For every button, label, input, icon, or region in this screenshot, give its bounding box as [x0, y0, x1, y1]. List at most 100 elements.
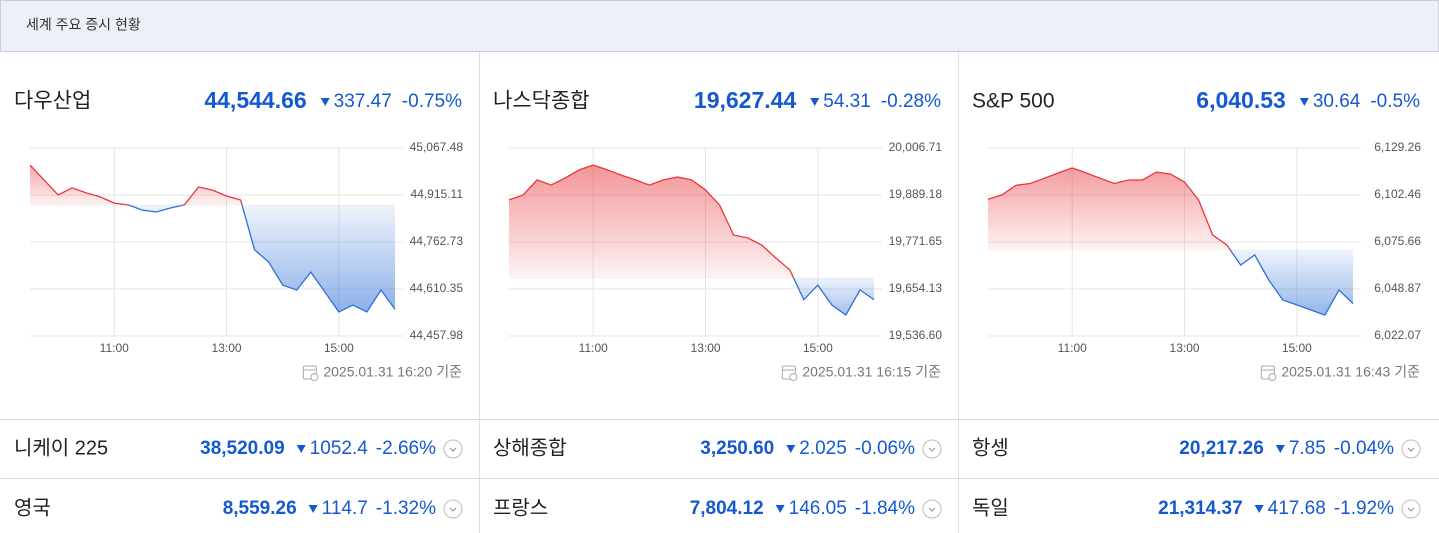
down-arrow — [810, 97, 820, 107]
y-tick-label: 6,102.46 — [1374, 187, 1421, 201]
expand-button[interactable] — [1401, 439, 1421, 459]
expand-chevron — [449, 447, 457, 452]
change: 146.05 — [789, 498, 847, 519]
index-value: 19,627.44 — [694, 87, 797, 113]
x-tick-label: 13:00 — [691, 341, 721, 355]
expand-button[interactable] — [443, 439, 463, 459]
change-percent: -1.84% — [855, 498, 915, 519]
change-percent: -0.06% — [855, 438, 915, 459]
y-tick-label: 44,915.11 — [411, 187, 464, 201]
index-value: 6,040.53 — [1196, 87, 1286, 113]
index-name: 다우산업 — [14, 90, 91, 113]
expand-chevron — [1407, 447, 1415, 452]
calendar-icon — [302, 365, 317, 380]
area-up — [988, 167, 1231, 250]
header-bar — [0, 0, 1439, 52]
calendar-icon — [781, 365, 796, 380]
down-arrow — [308, 504, 318, 514]
change-percent: -2.66% — [376, 438, 436, 459]
line-up — [508, 164, 795, 278]
x-tick-label: 15:00 — [803, 341, 833, 355]
line-down — [125, 205, 396, 313]
change: 417.68 — [1268, 498, 1326, 519]
y-tick-label: 45,067.48 — [410, 140, 464, 154]
line-up — [987, 167, 1231, 250]
change-percent: -0.28% — [881, 91, 941, 112]
expand-chevron — [449, 507, 457, 512]
change: 2.025 — [799, 438, 847, 459]
area-down — [509, 277, 874, 315]
timestamp: 2025.01.31 16:20 기준 — [323, 364, 462, 380]
change: 7.85 — [1289, 438, 1326, 459]
down-arrow — [775, 504, 785, 514]
y-tick-label: 44,610.35 — [410, 281, 464, 295]
timestamp: 2025.01.31 16:15 기준 — [802, 364, 941, 380]
area-down — [129, 205, 395, 312]
x-tick-label: 15:00 — [1282, 341, 1312, 355]
index-name: 니케이 225 — [14, 436, 108, 459]
calendar-icon — [1260, 365, 1275, 380]
expand-button[interactable] — [922, 439, 942, 459]
calendar-icon — [1268, 373, 1277, 381]
change-percent: -0.5% — [1370, 91, 1420, 112]
down-arrow — [786, 444, 796, 454]
index-value: 44,544.66 — [204, 87, 306, 113]
index-value: 20,217.26 — [1179, 438, 1264, 459]
index-value: 38,520.09 — [200, 438, 285, 459]
change: 1052.4 — [310, 438, 369, 459]
line-down — [792, 277, 875, 316]
timestamp: 2025.01.31 16:43 기준 — [1281, 364, 1420, 380]
index-value: 3,250.60 — [700, 438, 774, 459]
y-tick-label: 19,654.13 — [889, 281, 943, 295]
change: 54.31 — [823, 91, 871, 112]
y-tick-label: 44,762.73 — [410, 234, 464, 248]
y-tick-label: 19,889.18 — [889, 187, 943, 201]
x-tick-label: 11:00 — [1058, 341, 1087, 355]
index-name: S&P 500 — [972, 90, 1055, 113]
index-name: 항셍 — [972, 436, 1009, 459]
change: 114.7 — [322, 498, 368, 519]
x-tick-label: 13:00 — [212, 341, 242, 355]
y-tick-label: 6,022.07 — [1374, 328, 1421, 342]
area-up — [509, 165, 794, 278]
down-arrow — [1275, 444, 1285, 454]
down-arrow — [320, 97, 330, 107]
index-value: 7,804.12 — [690, 498, 764, 519]
x-tick-label: 11:00 — [100, 341, 129, 355]
line-up — [29, 164, 243, 206]
index-value: 8,559.26 — [223, 498, 297, 519]
change-percent: -0.75% — [402, 91, 462, 112]
header-title: 세계 주요 증시 현황 — [26, 17, 141, 33]
line-down — [1229, 249, 1354, 316]
down-arrow — [1254, 504, 1264, 514]
expand-button[interactable] — [922, 499, 942, 519]
expand-button[interactable] — [1401, 499, 1421, 519]
index-name: 상해종합 — [493, 436, 567, 459]
y-tick-label: 19,536.60 — [889, 328, 943, 342]
x-tick-label: 13:00 — [1170, 341, 1200, 355]
change: 337.47 — [334, 91, 392, 112]
x-tick-label: 15:00 — [324, 341, 354, 355]
expand-chevron — [928, 447, 936, 452]
y-tick-label: 19,771.65 — [889, 234, 943, 248]
y-tick-label: 6,075.66 — [1374, 234, 1421, 248]
change: 30.64 — [1313, 91, 1361, 112]
down-arrow — [1299, 97, 1309, 107]
y-tick-label: 44,457.98 — [410, 328, 464, 342]
expand-button[interactable] — [443, 499, 463, 519]
down-arrow — [296, 444, 306, 454]
index-name: 프랑스 — [493, 496, 548, 519]
change-percent: -1.92% — [1334, 498, 1394, 519]
index-value: 21,314.37 — [1158, 498, 1243, 519]
expand-chevron — [1407, 507, 1415, 512]
y-tick-label: 6,048.87 — [1374, 281, 1421, 295]
y-tick-label: 20,006.71 — [889, 140, 943, 154]
change-percent: -1.32% — [376, 498, 436, 519]
index-name: 나스닥종합 — [493, 90, 590, 113]
y-tick-label: 6,129.26 — [1374, 140, 1421, 154]
calendar-icon — [310, 373, 319, 381]
expand-chevron — [928, 507, 936, 512]
index-name: 독일 — [972, 496, 1009, 519]
